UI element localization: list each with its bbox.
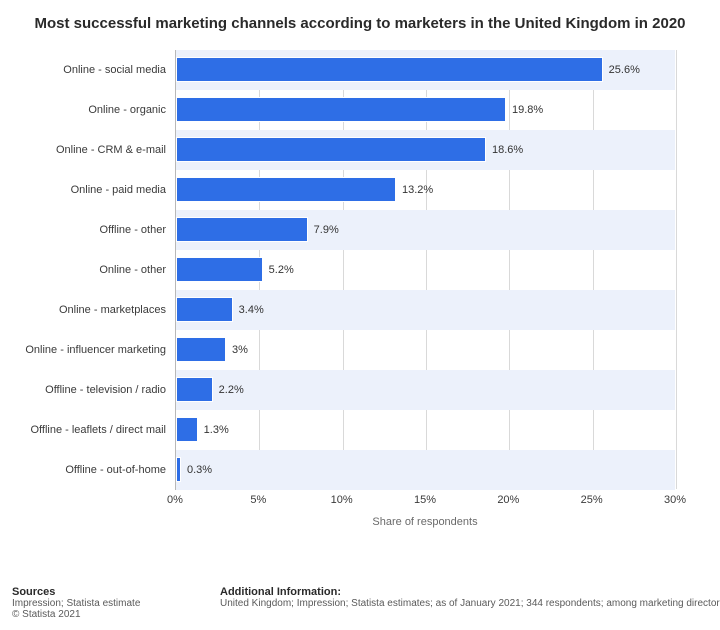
category-label: Online - paid media: [71, 184, 176, 196]
bar: [176, 217, 308, 242]
category-label: Offline - other: [100, 224, 176, 236]
category-label: Online - marketplaces: [59, 304, 176, 316]
bar-row: Online - CRM & e-mail18.6%: [176, 130, 675, 170]
bar: [176, 457, 181, 482]
bar-row: Offline - other7.9%: [176, 210, 675, 250]
plot: Online - social media25.6%Online - organ…: [175, 50, 675, 490]
bar: [176, 377, 213, 402]
category-label: Offline - leaflets / direct mail: [30, 424, 176, 436]
x-tick-label: 10%: [331, 494, 353, 506]
category-label: Online - organic: [88, 104, 176, 116]
x-tick-label: 20%: [497, 494, 519, 506]
bar-value-label: 0.3%: [187, 464, 212, 476]
additional-info-block: Additional Information: United Kingdom; …: [220, 586, 720, 620]
x-tick-label: 15%: [414, 494, 436, 506]
chart-area: Online - social media25.6%Online - organ…: [175, 50, 705, 520]
bar: [176, 57, 603, 82]
bar-value-label: 2.2%: [219, 384, 244, 396]
copyright: © Statista 2021: [12, 609, 81, 620]
x-tick-label: 5%: [250, 494, 266, 506]
bar-value-label: 13.2%: [402, 184, 433, 196]
x-ticks: 0%5%10%15%20%25%30%: [175, 494, 675, 508]
chart-container: Most successful marketing channels accor…: [0, 0, 720, 630]
bar: [176, 177, 396, 202]
x-axis-title: Share of respondents: [175, 516, 675, 528]
bar-row: Offline - television / radio2.2%: [176, 370, 675, 410]
category-label: Online - influencer marketing: [25, 344, 176, 356]
bar-value-label: 3%: [232, 344, 248, 356]
bar-row: Online - organic19.8%: [176, 90, 675, 130]
bar: [176, 97, 506, 122]
bar-value-label: 25.6%: [609, 64, 640, 76]
x-tick-label: 25%: [581, 494, 603, 506]
bar: [176, 257, 263, 282]
bar-value-label: 7.9%: [314, 224, 339, 236]
bar-value-label: 3.4%: [239, 304, 264, 316]
bar-row: Online - paid media13.2%: [176, 170, 675, 210]
bar-value-label: 1.3%: [204, 424, 229, 436]
category-label: Offline - television / radio: [45, 384, 176, 396]
bar-row: Offline - leaflets / direct mail1.3%: [176, 410, 675, 450]
x-tick-label: 30%: [664, 494, 686, 506]
gridline: [676, 50, 677, 489]
bar: [176, 337, 226, 362]
sources-title: Sources: [12, 586, 55, 598]
footer: Sources Impression; Statista estimates ©…: [12, 586, 720, 620]
x-tick-label: 0%: [167, 494, 183, 506]
category-label: Online - social media: [63, 64, 176, 76]
category-label: Online - other: [99, 264, 176, 276]
bar: [176, 137, 486, 162]
bar-value-label: 19.8%: [512, 104, 543, 116]
bar-row: Online - influencer marketing3%: [176, 330, 675, 370]
bar-value-label: 5.2%: [269, 264, 294, 276]
sources-block: Sources Impression; Statista estimates ©…: [12, 586, 140, 620]
category-label: Offline - out-of-home: [65, 464, 176, 476]
bar-row: Online - social media25.6%: [176, 50, 675, 90]
bar-row: Offline - out-of-home0.3%: [176, 450, 675, 490]
sources-text: Impression; Statista estimates: [12, 598, 140, 609]
bar: [176, 297, 233, 322]
additional-info-title: Additional Information:: [220, 586, 341, 598]
bar: [176, 417, 198, 442]
bar-row: Online - other5.2%: [176, 250, 675, 290]
category-label: Online - CRM & e-mail: [56, 144, 176, 156]
chart-title: Most successful marketing channels accor…: [30, 14, 690, 34]
additional-info-text: United Kingdom; Impression; Statista est…: [220, 598, 720, 609]
bar-row: Online - marketplaces3.4%: [176, 290, 675, 330]
bar-value-label: 18.6%: [492, 144, 523, 156]
